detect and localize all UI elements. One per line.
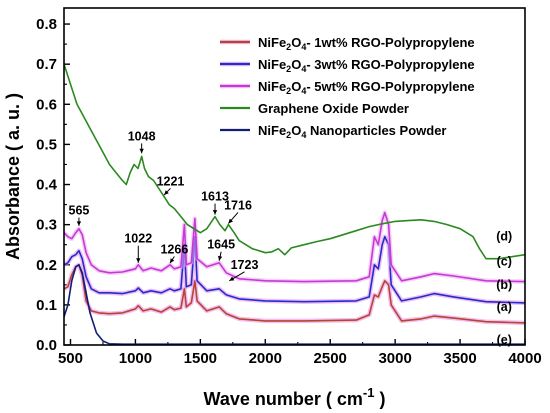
peak-arrowhead [228,218,233,224]
x-tick-label: 3500 [443,350,476,367]
curve-labels: (a) (b) (c) (d) (e) [496,230,512,348]
x-tick-label: 4000 [508,350,541,367]
y-tick-label: 0.3 [36,217,57,234]
y-tick-label: 0.4 [36,177,58,194]
y-tick-label: 0.0 [36,337,57,354]
peak-arrowhead [212,210,218,215]
peak-label: 1723 [231,258,259,272]
peak-label: 1645 [207,238,235,252]
peak-arrowhead [76,221,82,226]
y-tick-label: 0.5 [36,136,57,153]
peak-arrowhead [139,148,144,154]
x-tick-label: 1500 [184,350,217,367]
legend-label: NiFe2O4- 3wt% RGO-Polypropylene [258,57,475,74]
curve-label: (a) [497,300,512,314]
legend-label: Graphene Oxide Powder [258,101,409,116]
legend-label: NiFe2O4 Nanoparticles Powder [258,123,446,140]
peak-label: 565 [69,204,90,218]
y-tick-label: 0.6 [36,96,57,113]
series-line-0 [64,264,525,324]
legend: NiFe2O4- 1wt% RGO-Polypropylene NiFe2O4- … [220,35,475,140]
axis-labels: Wave number ( cm-1 ) Absorbance ( a. u. ) [3,93,385,409]
y-tick-label: 0.7 [36,56,57,73]
curve-label: (e) [497,333,512,347]
curve-label: (d) [496,230,512,244]
peak-label: 1716 [224,198,252,212]
x-axis-title: Wave number ( cm-1 ) [204,385,386,409]
peak-arrowhead [136,258,141,263]
curve-label: (c) [497,255,512,269]
x-tick-label: 500 [58,350,83,367]
legend-label: NiFe2O4- 5wt% RGO-Polypropylene [258,79,475,96]
curve-label: (b) [496,278,512,292]
y-axis-title: Absorbance ( a. u. ) [3,93,23,260]
peak-label: 1221 [157,174,185,188]
y-tick-label: 0.8 [36,16,57,33]
peak-arrowhead [218,255,223,261]
x-tick-label: 3000 [378,350,411,367]
peak-label: 1048 [128,129,156,143]
y-tick-label: 0.2 [36,257,57,274]
series-line-3 [64,63,525,260]
y-tick-label: 0.1 [36,297,57,314]
x-tick-label: 2500 [314,350,347,367]
peak-label: 1022 [124,232,152,246]
axis-ticks: 500 1000 1500 2000 2500 3000 3500 4000 0.0 0.1 0.2… [36,16,542,367]
plot-frame [63,7,526,346]
peak-arrowhead [164,190,169,195]
legend-label: NiFe2O4- 1wt% RGO-Polypropylene [258,35,475,52]
peak-arrowhead [229,276,235,281]
x-tick-label: 1000 [119,350,152,367]
peak-label: 1613 [201,190,229,204]
x-tick-label: 2000 [249,350,282,367]
peak-label: 1266 [160,243,188,257]
peak-arrowhead [169,258,175,264]
series-glow-0 [64,262,525,326]
